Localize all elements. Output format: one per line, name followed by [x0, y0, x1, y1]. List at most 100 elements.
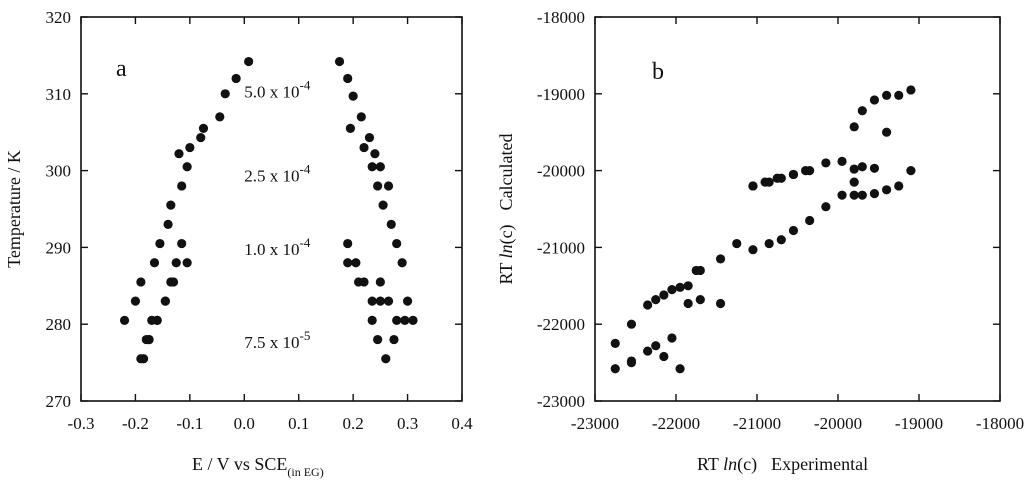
data-point: [166, 200, 176, 210]
data-point: [894, 90, 904, 100]
data-point: [163, 219, 173, 229]
data-point: [343, 258, 353, 268]
panel-b-xlabel-c: (c): [737, 454, 757, 475]
panel-b-ylabel-ln: ln: [496, 244, 516, 258]
data-point: [659, 351, 669, 362]
data-point: [119, 315, 130, 325]
data-point: [857, 190, 867, 200]
panel-a-xtick-label: 0.3: [397, 414, 418, 433]
data-point: [375, 296, 385, 306]
data-point: [610, 364, 620, 374]
panel-a-ytick-label: 310: [46, 85, 72, 104]
panel-b-ylabel-rt: RT: [496, 258, 516, 284]
data-point: [788, 169, 799, 180]
data-point: [182, 258, 192, 268]
panel-b-points: [610, 85, 916, 374]
data-point: [788, 225, 799, 236]
data-point: [675, 282, 685, 292]
data-point: [397, 258, 407, 268]
panel-a-xtick-label: 0.0: [234, 414, 255, 433]
data-point: [882, 127, 892, 137]
panel-b-ytick-label: -18000: [537, 8, 585, 27]
data-point: [353, 277, 364, 287]
panel-b-ylabel-calc: Calculated: [496, 133, 516, 210]
panel-a-xtick-label: -0.3: [68, 414, 95, 433]
data-point: [882, 90, 892, 100]
data-point: [196, 132, 206, 143]
data-point: [364, 132, 375, 143]
data-point: [149, 258, 160, 268]
panel-a-xlabel-sub: (in EG): [287, 465, 323, 479]
data-point: [136, 277, 146, 287]
panel-b-xlabel-ln: ln: [723, 454, 737, 474]
data-point: [857, 106, 867, 116]
data-point: [343, 73, 353, 84]
concentration-label: 2.5 x 10-4: [244, 161, 311, 185]
data-point: [849, 177, 859, 187]
panel-a-xtick-label: 0.2: [343, 414, 364, 433]
concentration-label: 7.5 x 10-5: [244, 328, 310, 352]
panel-a-annotations: 5.0 x 10-4 2.5 x 10-4 1.0 x 10-4 7.5 x 10-5: [244, 78, 311, 352]
panel-b-ytick-label: -22000: [537, 315, 585, 334]
concentration-label: 1.0 x 10-4: [244, 235, 311, 259]
concentration-label: 5.0 x 10-4: [244, 78, 311, 102]
panel-b-xlabel-rt: RT: [697, 454, 723, 474]
data-point: [849, 122, 859, 132]
data-point: [168, 277, 179, 287]
panel-a-xlabel: E / V vs SCE(in EG): [192, 454, 324, 479]
data-point: [906, 166, 916, 176]
data-point: [659, 290, 669, 300]
panel-a-ytick-label: 270: [46, 392, 72, 411]
data-point: [748, 181, 758, 191]
panel-b-xtick-label: -22000: [652, 414, 700, 433]
data-point: [171, 258, 181, 268]
data-point: [695, 265, 705, 276]
data-point: [849, 164, 859, 174]
data-point: [389, 334, 399, 345]
panel-a-ytick-label: 280: [46, 315, 72, 334]
panel-b: -23000 -22000 -21000 -20000 -19000 -18000 -230…: [496, 8, 1024, 475]
data-point: [715, 298, 726, 309]
data-point: [732, 238, 742, 249]
data-point: [651, 295, 661, 305]
data-point: [776, 173, 786, 183]
data-point: [373, 334, 383, 345]
data-point: [351, 258, 361, 268]
data-point: [174, 149, 184, 159]
data-point: [748, 245, 758, 255]
data-point: [821, 202, 831, 212]
data-point: [849, 190, 859, 200]
data-point: [373, 181, 383, 191]
panel-a-points: [119, 56, 418, 364]
data-point: [359, 142, 369, 153]
panel-a-ylabel: Temperature / K: [4, 150, 24, 268]
panel-b-xtick-label: -18000: [976, 414, 1024, 433]
data-point: [375, 277, 385, 287]
data-point: [215, 112, 225, 122]
data-point: [378, 200, 388, 210]
data-point: [343, 238, 353, 249]
data-point: [370, 149, 380, 159]
panel-a: -0.3 -0.2 -0.1 0.0 0.1 0.2 0.3 0.4 270 280 290 300 3…: [4, 8, 473, 479]
data-point: [177, 181, 187, 191]
data-point: [776, 235, 786, 245]
data-point: [643, 300, 653, 310]
data-point: [400, 315, 410, 325]
panel-b-ytick-label: -21000: [537, 238, 585, 257]
data-point: [383, 181, 394, 191]
data-point: [375, 162, 385, 172]
data-point: [367, 162, 377, 172]
panel-b-ticks: -23000 -22000 -21000 -20000 -19000 -18000 -230…: [537, 8, 1024, 433]
data-point: [231, 73, 241, 84]
data-point: [837, 190, 847, 200]
data-point: [667, 333, 677, 343]
data-point: [408, 315, 418, 325]
data-point: [348, 91, 358, 101]
panel-a-frame: [80, 16, 463, 402]
panel-b-ytick-label: -23000: [537, 392, 585, 411]
data-point: [136, 354, 146, 364]
data-point: [147, 315, 157, 325]
data-point: [367, 315, 377, 325]
data-point: [402, 296, 413, 306]
